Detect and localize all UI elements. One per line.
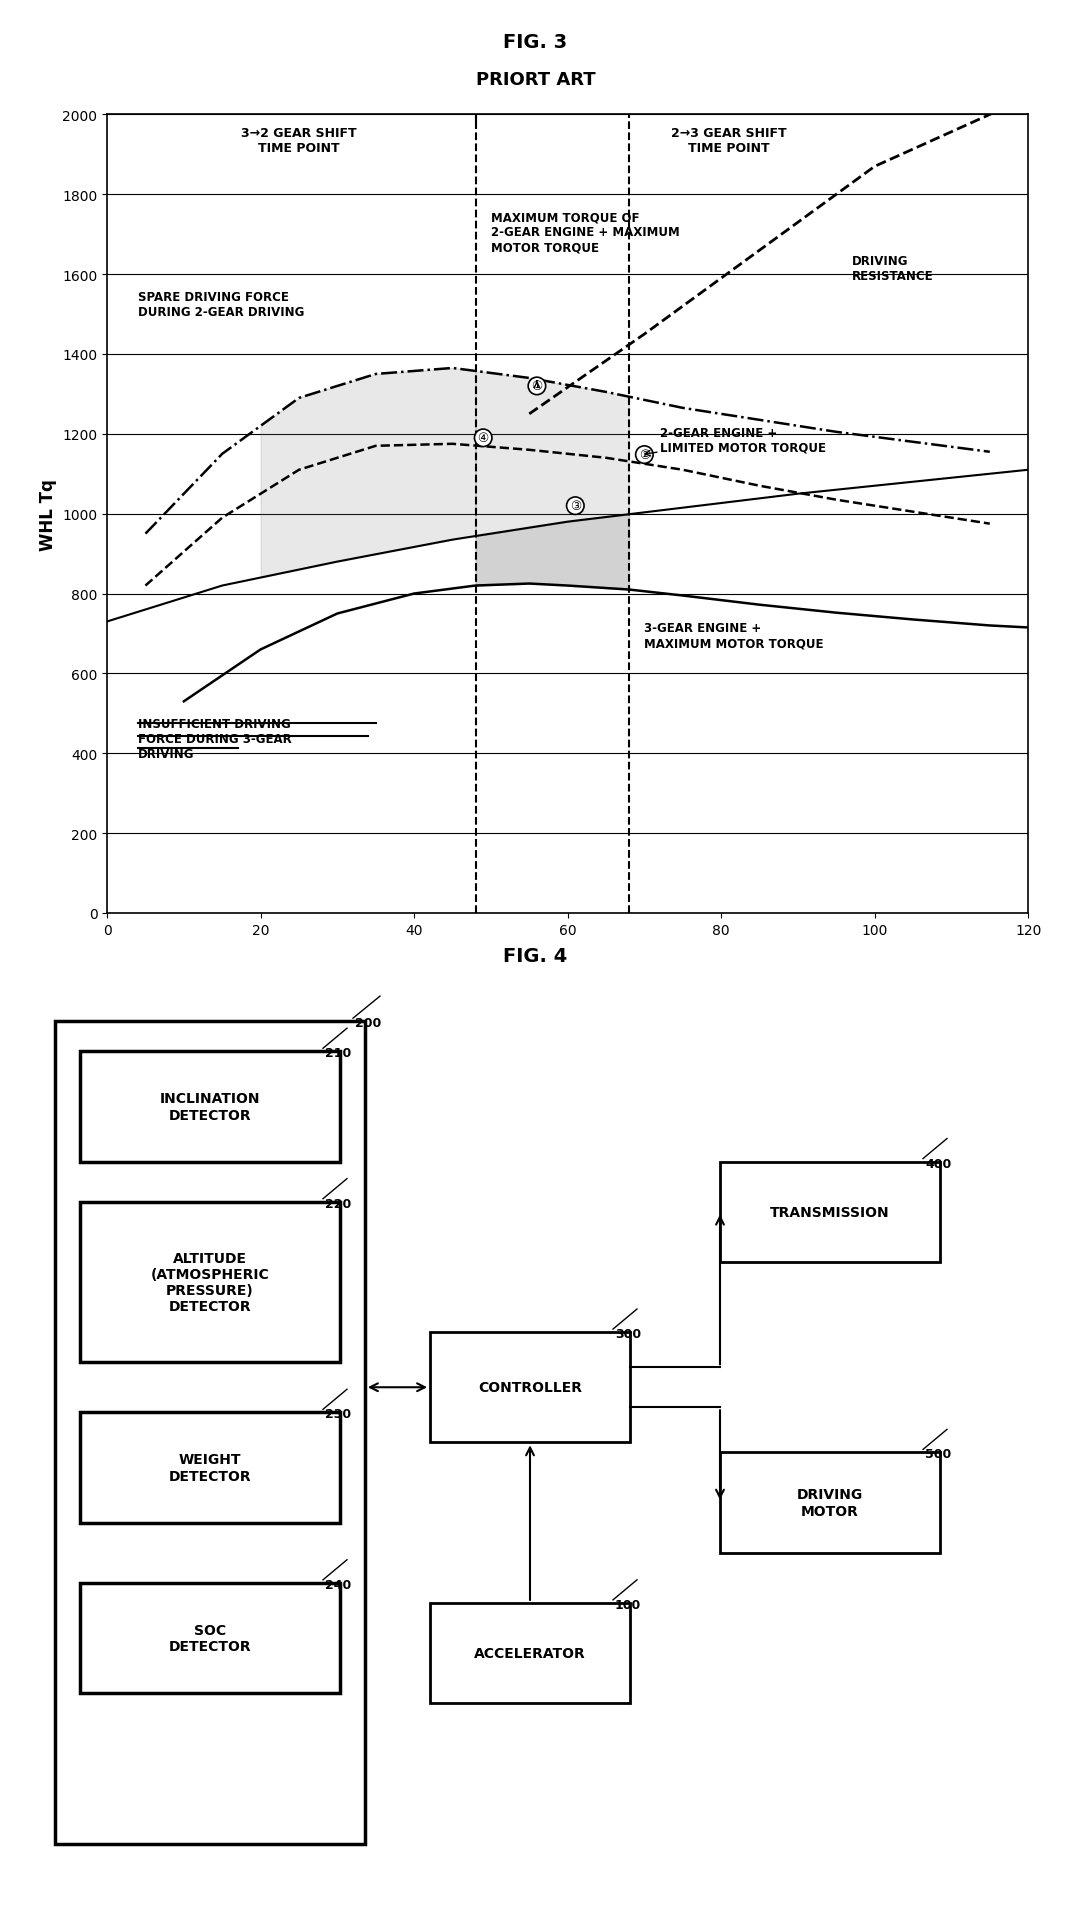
Bar xyxy=(80,1052,340,1161)
Bar xyxy=(80,1413,340,1523)
Text: ①: ① xyxy=(531,381,543,392)
Text: PRIORT ART: PRIORT ART xyxy=(476,71,595,88)
Text: 100: 100 xyxy=(615,1598,642,1611)
Text: 240: 240 xyxy=(325,1579,351,1590)
Bar xyxy=(80,1583,340,1694)
Text: ④: ④ xyxy=(478,433,488,444)
Bar xyxy=(55,1021,365,1844)
Bar xyxy=(429,1333,630,1442)
Text: SOC
DETECTOR: SOC DETECTOR xyxy=(169,1623,252,1654)
Text: 300: 300 xyxy=(615,1327,642,1340)
Text: 3-GEAR ENGINE +
MAXIMUM MOTOR TORQUE: 3-GEAR ENGINE + MAXIMUM MOTOR TORQUE xyxy=(645,623,824,650)
Text: TRANSMISSION: TRANSMISSION xyxy=(770,1206,890,1219)
Text: DRIVING
MOTOR: DRIVING MOTOR xyxy=(797,1488,863,1517)
Bar xyxy=(429,1604,630,1704)
Text: CONTROLLER: CONTROLLER xyxy=(478,1381,582,1394)
Text: INSUFFICIENT DRIVING
FORCE DURING 3-GEAR
DRIVING: INSUFFICIENT DRIVING FORCE DURING 3-GEAR… xyxy=(138,717,291,762)
Text: 500: 500 xyxy=(925,1448,951,1461)
Text: ③: ③ xyxy=(570,500,580,513)
Text: ALTITUDE
(ATMOSPHERIC
PRESSURE)
DETECTOR: ALTITUDE (ATMOSPHERIC PRESSURE) DETECTOR xyxy=(151,1252,270,1313)
Text: 220: 220 xyxy=(325,1196,351,1210)
Text: 230: 230 xyxy=(325,1408,351,1421)
Text: 2-GEAR ENGINE +
LIMITED MOTOR TORQUE: 2-GEAR ENGINE + LIMITED MOTOR TORQUE xyxy=(660,427,826,454)
Bar xyxy=(720,1452,940,1554)
Text: 210: 210 xyxy=(325,1046,351,1060)
Bar xyxy=(720,1161,940,1261)
Text: 200: 200 xyxy=(355,1017,381,1029)
Text: 2→3 GEAR SHIFT
TIME POINT: 2→3 GEAR SHIFT TIME POINT xyxy=(672,127,786,156)
Bar xyxy=(80,1202,340,1363)
Text: 3→2 GEAR SHIFT
TIME POINT: 3→2 GEAR SHIFT TIME POINT xyxy=(241,127,357,156)
Text: WEIGHT
DETECTOR: WEIGHT DETECTOR xyxy=(169,1452,252,1483)
Text: FIG. 4: FIG. 4 xyxy=(503,946,568,965)
Text: DRIVING
RESISTANCE: DRIVING RESISTANCE xyxy=(851,256,933,283)
Text: ACCELERATOR: ACCELERATOR xyxy=(474,1646,586,1660)
Text: SPARE DRIVING FORCE
DURING 2-GEAR DRIVING: SPARE DRIVING FORCE DURING 2-GEAR DRIVIN… xyxy=(138,290,304,319)
Text: 400: 400 xyxy=(925,1158,951,1169)
Text: ②: ② xyxy=(638,448,650,462)
Text: INCLINATION
DETECTOR: INCLINATION DETECTOR xyxy=(160,1092,260,1121)
Text: MAXIMUM TORQUE OF
2-GEAR ENGINE + MAXIMUM
MOTOR TORQUE: MAXIMUM TORQUE OF 2-GEAR ENGINE + MAXIMU… xyxy=(491,212,680,254)
Y-axis label: WHL Tq: WHL Tq xyxy=(39,479,57,550)
Text: FIG. 3: FIG. 3 xyxy=(503,33,568,52)
